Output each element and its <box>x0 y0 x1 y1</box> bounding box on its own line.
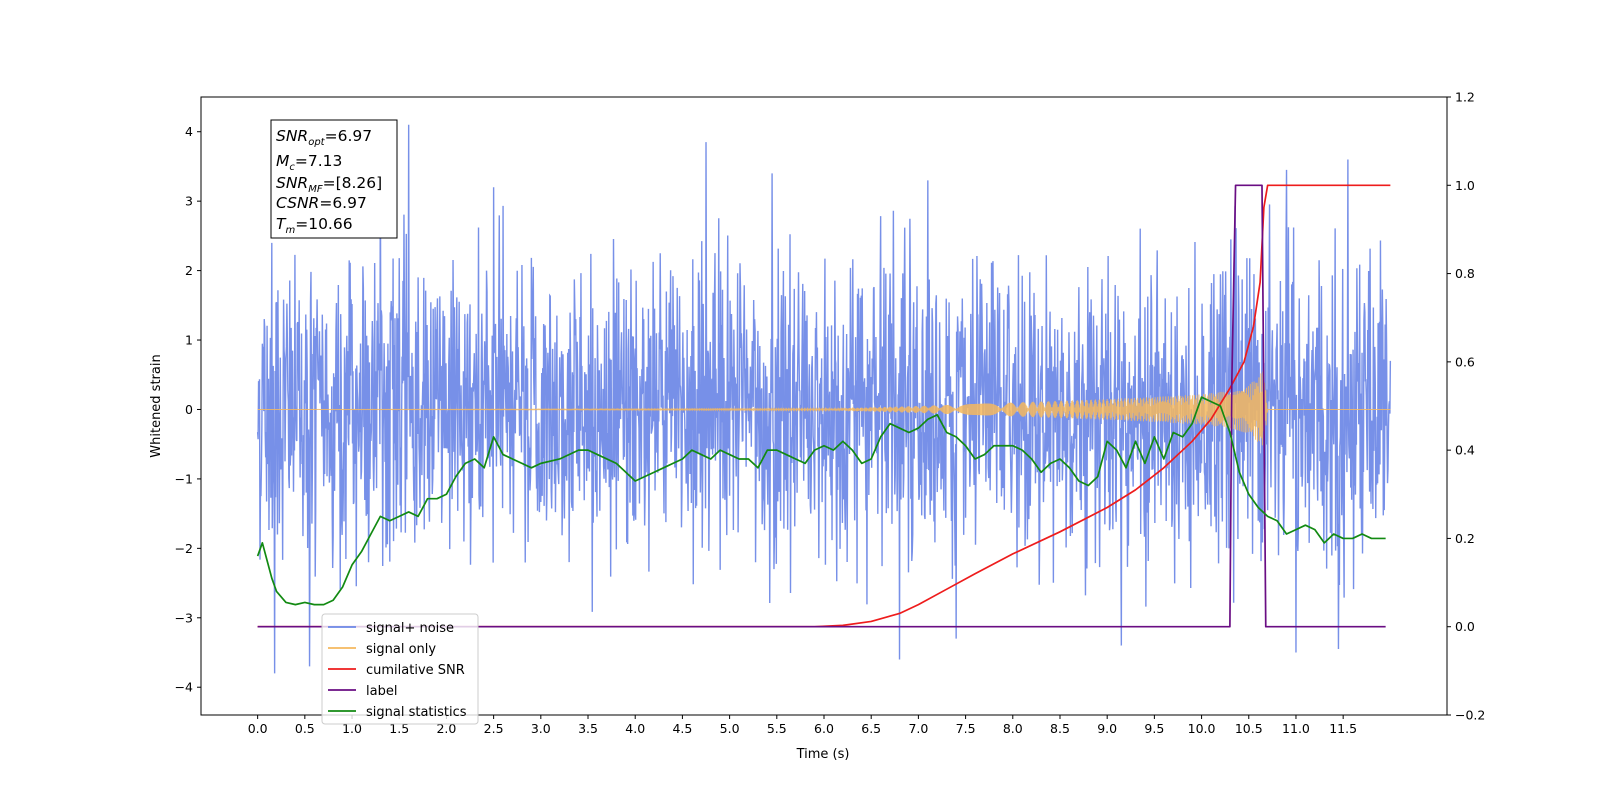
x-tick-label: 2.0 <box>436 721 456 736</box>
x-axis-label: Time (s) <box>796 747 850 762</box>
legend-label: label <box>366 684 397 699</box>
plot-area <box>256 124 1392 674</box>
y-tick-label: −1 <box>175 471 193 486</box>
series-signal-statistics-line <box>256 396 1386 606</box>
info-mc: Mc=7.13 <box>276 152 342 173</box>
y-right-tick-label: 0.4 <box>1455 443 1475 458</box>
info-snr-opt: SNRopt=6.97 <box>276 127 372 148</box>
y-tick-label: −2 <box>175 541 193 556</box>
x-tick-label: 10.5 <box>1235 721 1263 736</box>
series-cumulative-snr-line <box>257 184 1391 628</box>
y-tick-label: −4 <box>175 680 193 695</box>
y-tick-label: 1 <box>185 333 193 348</box>
x-tick-label: 3.0 <box>531 721 551 736</box>
info-csnr: CSNR=6.97 <box>276 194 367 212</box>
y-right-tick-label: −0.2 <box>1455 708 1485 723</box>
x-tick-label: 1.0 <box>342 721 362 736</box>
x-tick-label: 9.5 <box>1144 721 1164 736</box>
legend-item-signal-noise: signal+ noise <box>328 621 454 636</box>
legend-item-signal-statistics: signal statistics <box>328 705 467 720</box>
y-right-tick-label: 0.2 <box>1455 531 1475 546</box>
x-tick-label: 8.0 <box>1003 721 1023 736</box>
y-tick-label: 4 <box>185 124 193 139</box>
x-tick-label: 0.5 <box>295 721 315 736</box>
y-right-tick-label: 0.0 <box>1455 619 1475 634</box>
series-signal-only-line <box>257 371 1391 447</box>
series-signal-noise-line <box>256 124 1392 674</box>
x-tick-label: 3.5 <box>578 721 598 736</box>
y-tick-label: −3 <box>175 610 193 625</box>
x-tick-label: 0.0 <box>248 721 268 736</box>
legend-label: cumilative SNR <box>366 663 465 678</box>
y-tick-label: 0 <box>185 402 193 417</box>
x-tick-label: 6.0 <box>814 721 834 736</box>
axes: 0.0 0.5 1.0 1.5 2.0 2.5 3.0 3.5 4.0 4.5 5.0 5.5 6.0 6… <box>175 90 1486 737</box>
legend-item-cumulative-snr: cumilative SNR <box>328 663 465 678</box>
y-right-tick-label: 0.6 <box>1455 354 1475 369</box>
x-tick-label: 5.0 <box>720 721 740 736</box>
info-snr-mf: SNRMF=[8.26] <box>276 174 382 195</box>
legend-label: signal only <box>366 642 436 657</box>
series-label-line <box>257 184 1386 628</box>
legend: signal+ noise signal only cumilative SNR la… <box>321 613 479 725</box>
info-tm: Tm=10.66 <box>276 215 353 236</box>
x-tick-label: 4.5 <box>672 721 692 736</box>
y-axis-label: Whitened strain <box>149 354 164 457</box>
legend-label: signal+ noise <box>366 621 454 636</box>
info-box: SNRopt=6.97 Mc=7.13 SNRMF=[8.26] CSNR=6.… <box>270 119 398 239</box>
y-right-tick-label: 1.0 <box>1455 178 1475 193</box>
x-tick-label: 10.0 <box>1188 721 1216 736</box>
legend-label: signal statistics <box>366 705 467 720</box>
y-right-tick-label: 1.2 <box>1455 90 1475 105</box>
x-tick-label: 2.5 <box>484 721 504 736</box>
x-tick-label: 8.5 <box>1050 721 1070 736</box>
y-tick-label: 3 <box>185 194 193 209</box>
x-tick-label: 5.5 <box>767 721 787 736</box>
x-tick-label: 4.0 <box>625 721 645 736</box>
y-right-tick-label: 0.8 <box>1455 266 1475 281</box>
x-tick-label: 7.5 <box>956 721 976 736</box>
x-tick-label: 1.5 <box>389 721 409 736</box>
x-tick-label: 6.5 <box>861 721 881 736</box>
x-tick-label: 9.0 <box>1097 721 1117 736</box>
legend-item-signal-only: signal only <box>328 642 436 657</box>
legend-item-label: label <box>328 684 397 699</box>
x-tick-label: 11.5 <box>1329 721 1357 736</box>
x-tick-label: 7.0 <box>908 721 928 736</box>
x-tick-label: 11.0 <box>1282 721 1310 736</box>
y-tick-label: 2 <box>185 263 193 278</box>
